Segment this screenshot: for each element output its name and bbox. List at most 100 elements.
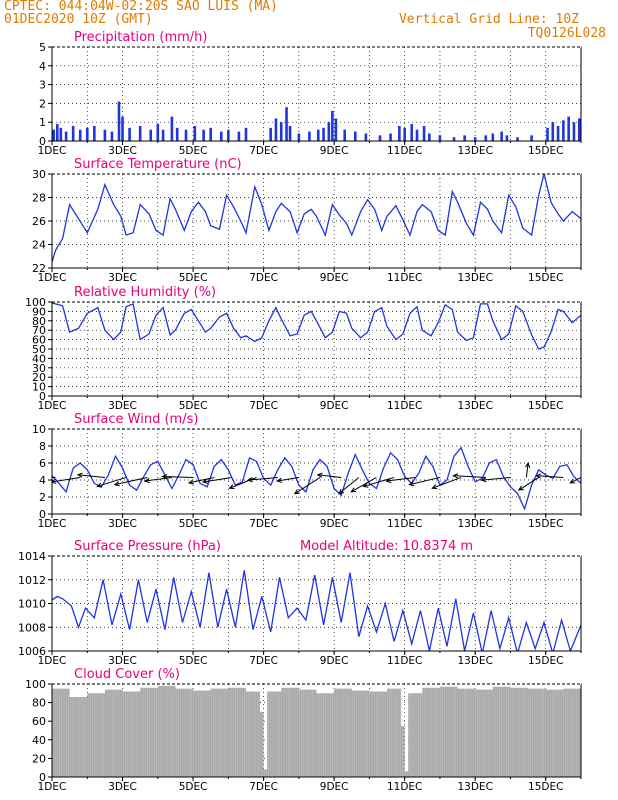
cloud-xtick-label: 3DEC <box>108 781 137 793</box>
pressure-title: Surface Pressure (hPa) <box>74 539 221 554</box>
wind-arrowhead <box>143 477 150 484</box>
humidity-title: Relative Humidity (%) <box>74 285 216 300</box>
pressure-ytick-label: 1010 <box>18 598 46 611</box>
precip-bar <box>219 131 223 141</box>
precip-bar <box>438 135 442 141</box>
pressure-xtick-label: 3DEC <box>108 655 137 667</box>
pressure-line <box>52 570 581 651</box>
humidity-xtick-label: 3DEC <box>108 400 137 412</box>
humidity-ytick-label: 30 <box>32 362 46 375</box>
station-header: CPTEC: 044:04W-02:20S SAO LUIS (MA) <box>4 0 278 14</box>
humidity-ytick-label: 50 <box>32 343 46 356</box>
humidity-ytick-label: 100 <box>25 296 46 309</box>
precip-bar <box>128 127 131 141</box>
precip-bar <box>71 125 75 141</box>
temperature-ytick-label: 24 <box>32 239 46 252</box>
cloud-ytick-label: 100 <box>25 678 46 691</box>
temperature-xtick-label: 9DEC <box>320 272 349 284</box>
cloud-ytick-label: 0 <box>39 771 46 784</box>
cloud-ytick-label: 80 <box>32 697 46 710</box>
precip-bar <box>316 129 320 141</box>
wind-data <box>24 446 581 511</box>
cloud-xtick-label: 9DEC <box>320 781 349 793</box>
cloud-xtick-label: 13DEC <box>457 781 492 793</box>
humidity-ytick-label: 10 <box>32 381 46 394</box>
precipitation-ytick-label: 2 <box>39 97 46 110</box>
wind-vector <box>351 477 377 493</box>
humidity-xtick-label: 15DEC <box>528 400 563 412</box>
wind-ytick-label: 4 <box>39 474 46 487</box>
cloud-panel: 0 20 40 60 80 100 1DEC 3DEC 5DEC 7DEC 9DEC 11DEC 13D… <box>25 667 582 793</box>
wind-vector <box>294 477 321 495</box>
wind-vector <box>188 476 215 484</box>
precip-bar <box>85 127 89 141</box>
cloud-xtick-label: 15DEC <box>528 781 563 793</box>
humidity-xtick-label: 11DEC <box>387 400 422 412</box>
precip-bar <box>244 127 248 141</box>
precipitation-xtick-label: 5DEC <box>179 145 208 157</box>
precip-bar <box>327 122 331 141</box>
precip-bar <box>322 127 325 141</box>
precip-bar <box>551 122 555 141</box>
precip-bar <box>516 137 519 141</box>
pressure-xtick-label: 5DEC <box>179 655 208 667</box>
precip-bar <box>484 135 488 141</box>
wind-arrowhead <box>161 474 168 480</box>
precip-bar <box>161 129 165 141</box>
wind-arrowhead <box>408 481 415 487</box>
precip-bar <box>398 125 401 141</box>
precip-bar <box>103 129 107 141</box>
humidity-xtick-label: 9DEC <box>320 400 349 412</box>
cloud-xtick-label: 5DEC <box>179 781 208 793</box>
precipitation-ytick-label: 1 <box>39 116 46 129</box>
wind-arrowhead <box>362 482 369 488</box>
precipitation-xtick-label: 3DEC <box>108 145 137 157</box>
precip-bar <box>353 131 357 141</box>
wind-vector <box>97 476 127 487</box>
precip-bar <box>138 125 142 141</box>
temperature-ytick-label: 26 <box>32 215 46 228</box>
wind-vector <box>114 476 148 486</box>
pressure-ytick-label: 1014 <box>18 550 46 563</box>
precipitation-ytick-label: 3 <box>39 79 46 92</box>
wind-ytick-label: 0 <box>39 508 46 521</box>
cloud-ytick-label: 60 <box>32 715 46 728</box>
precip-bar <box>279 122 283 141</box>
temperature-data <box>52 174 581 263</box>
precip-bar <box>562 120 565 141</box>
wind-xtick-label: 15DEC <box>528 518 563 530</box>
precipitation-xtick-label: 1DEC <box>38 145 67 157</box>
precipitation-panel: 0 1 2 3 4 5 1DEC 3DEC 5DEC 7DEC 9DEC 11DEC 13DEC 15DE… <box>38 30 582 157</box>
cloud-xtick-label: 1DEC <box>38 781 67 793</box>
precipitation-xtick-label: 9DEC <box>320 145 349 157</box>
precip-bar <box>343 129 347 141</box>
precipitation-xtick-label: 7DEC <box>249 145 278 157</box>
cloud-data <box>52 684 581 777</box>
temperature-xtick-label: 13DEC <box>457 272 492 284</box>
wind-line <box>52 446 581 511</box>
temperature-xtick-label: 3DEC <box>108 272 137 284</box>
wind-arrowhead <box>385 477 392 484</box>
pressure-ytick-label: 1012 <box>18 574 46 587</box>
wind-arrowhead <box>113 481 120 487</box>
temperature-panel: 22 24 26 28 30 1DEC 3DEC 5DEC 7DEC 9DEC 11DEC 13DEC… <box>32 157 582 284</box>
precipitation-xtick-label: 15DEC <box>528 145 563 157</box>
precip-bar <box>415 129 419 141</box>
wind-vector <box>569 477 581 484</box>
wind-panel: 0 2 4 6 8 10 1DEC 3DEC 5DEC 7DEC 9DEC 11DEC 13DEC 15D… <box>24 412 582 530</box>
wind-arrowhead <box>525 461 531 468</box>
wind-arrowhead <box>24 474 29 478</box>
cloud-ytick-label: 20 <box>32 752 46 765</box>
precipitation-title: Precipitation (mm/h) <box>74 30 207 45</box>
humidity-xtick-label: 5DEC <box>179 400 208 412</box>
precip-bar <box>121 116 124 141</box>
grid-line-header: Vertical Grid Line: 10Z <box>398 12 579 27</box>
precip-bar <box>59 127 63 141</box>
wind-ytick-label: 2 <box>39 491 46 504</box>
humidity-ytick-label: 80 <box>32 315 46 328</box>
temperature-ytick-label: 28 <box>32 192 46 205</box>
precip-bar <box>556 125 560 141</box>
humidity-data <box>52 302 581 350</box>
